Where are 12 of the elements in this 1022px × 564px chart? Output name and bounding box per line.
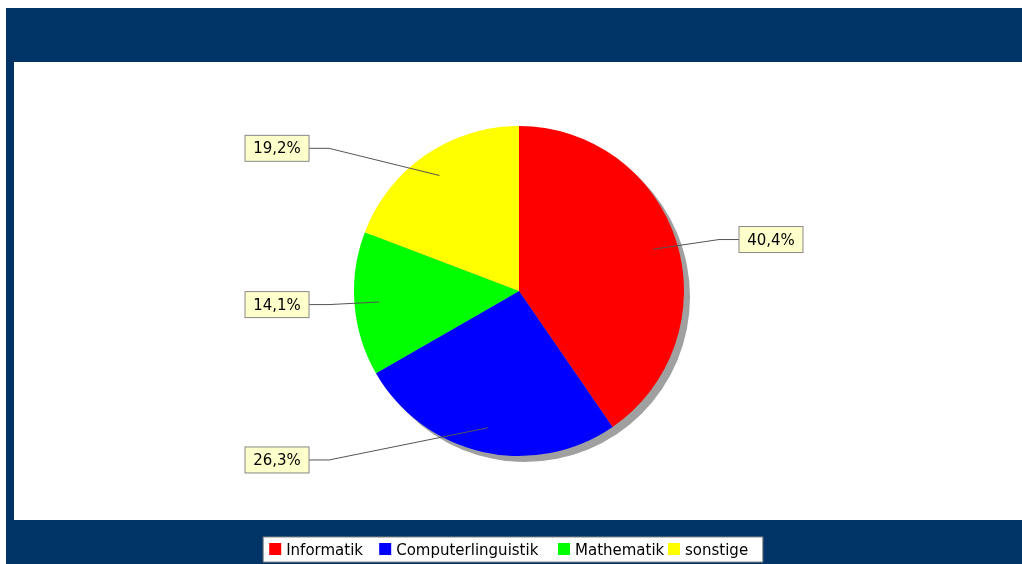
pie-slice [364,126,519,291]
data-label: 40,4% [747,230,795,249]
legend-label: sonstige [685,541,749,559]
pie-slice [354,232,519,374]
pie-slice [519,126,684,427]
legend-label: Computerlinguistik [396,541,539,559]
legend-label: Informatik [286,541,364,559]
pie-slice [375,291,613,456]
data-label: 19,2% [253,139,301,158]
data-label: 26,3% [253,450,301,469]
legend-label: Mathematik [575,541,665,559]
data-label: 14,1% [253,295,301,314]
